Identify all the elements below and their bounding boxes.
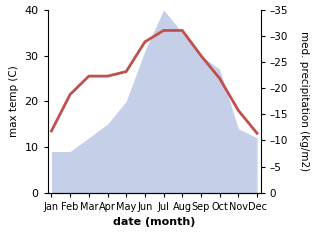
X-axis label: date (month): date (month) <box>113 217 196 227</box>
Y-axis label: max temp (C): max temp (C) <box>9 65 19 137</box>
Y-axis label: med. precipitation (kg/m2): med. precipitation (kg/m2) <box>300 31 309 171</box>
